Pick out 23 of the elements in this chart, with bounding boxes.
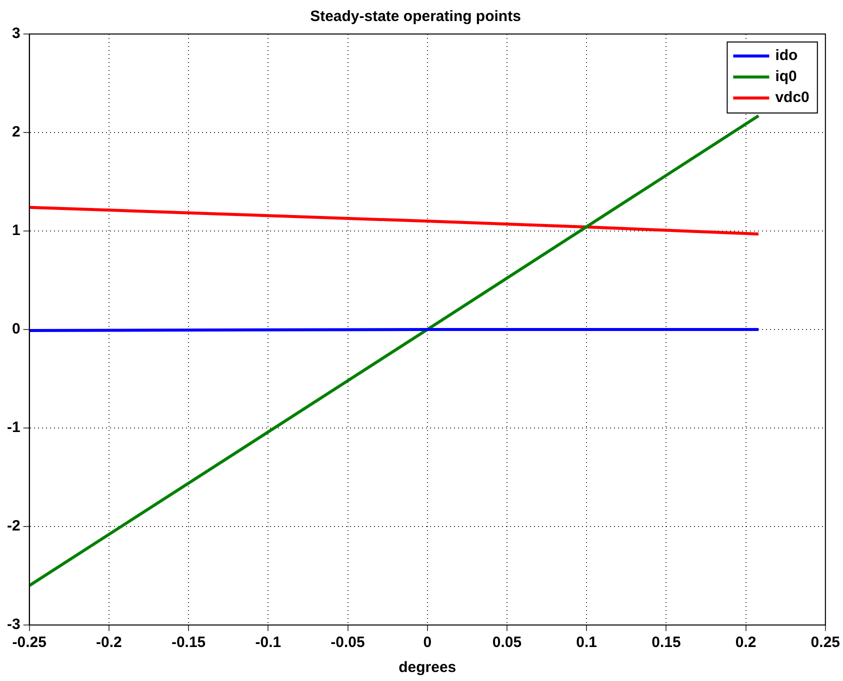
x-tick-label: 0 [423,634,432,652]
x-tick-label: 0.05 [492,634,522,652]
x-tick-label: -0.2 [96,634,122,652]
y-tick-label: 0 [12,320,20,338]
y-tick-label: 3 [12,25,20,42]
x-tick-label: -0.1 [255,634,282,652]
legend-label: ido [775,47,798,64]
chart-title: Steady-state operating points [310,8,521,26]
x-tick-label: 0.1 [576,634,598,652]
y-tick-label: -3 [6,616,20,634]
y-tick-label: -1 [6,419,20,436]
x-tick-label: -0.05 [330,634,365,652]
x-tick-label: 0.25 [810,634,840,652]
x-tick-label: 0.2 [735,634,756,652]
legend-label: vdc0 [775,89,810,106]
y-tick-label: 2 [12,124,20,141]
y-tick-label: 1 [12,222,20,240]
y-tick-label: -2 [6,518,20,535]
x-tick-label: 0.15 [652,634,681,652]
x-axis-title: degrees [398,659,456,676]
x-tick-label: -0.15 [171,634,206,652]
legend-label: iq0 [775,68,797,86]
x-tick-label: -0.25 [12,634,46,652]
